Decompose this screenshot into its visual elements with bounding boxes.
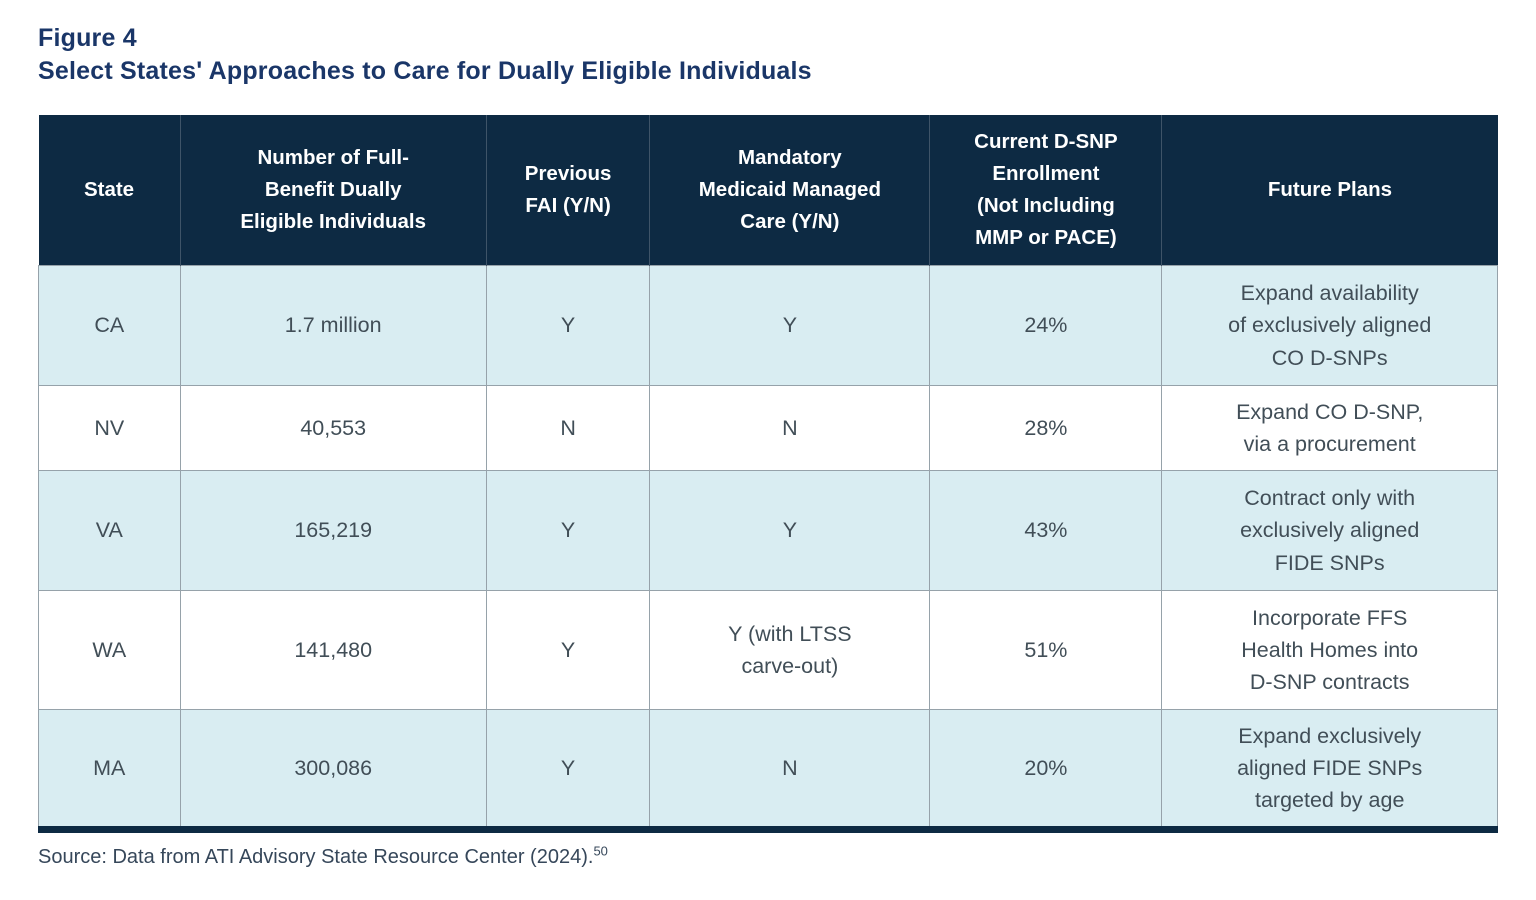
cell-dsnp-enrollment: 24% [929,265,1163,386]
table-row-va: VA 165,219 Y Y 43% Contract only with ex… [38,470,1498,591]
table-row-nv: NV 40,553 N N 28% Expand CO D-SNP, via a… [38,385,1498,471]
cell-previous-fai: Y [485,470,651,591]
cell-mandatory-mmc: N [649,709,931,830]
table-header: State Number of Full- Benefit Dually Eli… [38,115,1498,266]
cell-dsnp-enrollment: 20% [929,709,1163,830]
cell-full-benefit-count: 300,086 [179,709,487,830]
table-row-ca: CA 1.7 million Y Y 24% Expand availabili… [38,265,1498,386]
source-text: Source: Data from ATI Advisory State Res… [38,846,594,868]
header-row: State Number of Full- Benefit Dually Eli… [38,115,1498,266]
cell-future-plans: Expand availability of exclusively align… [1161,265,1498,386]
column-header-state: State [38,115,181,266]
table-row-wa: WA 141,480 Y Y (with LTSS carve-out) 51%… [38,590,1498,710]
figure-label: Figure 4 [38,24,137,52]
cell-mandatory-mmc: Y [649,265,931,386]
cell-future-plans: Contract only with exclusively aligned F… [1161,470,1498,591]
cell-state: CA [38,265,181,386]
table-row-ma: MA 300,086 Y N 20% Expand exclusively al… [38,709,1498,830]
column-header-previous-fai: Previous FAI (Y/N) [486,115,651,266]
cell-dsnp-enrollment: 51% [929,590,1163,710]
cell-state: NV [38,385,181,471]
cell-previous-fai: Y [485,590,651,710]
cell-full-benefit-count: 1.7 million [179,265,487,386]
cell-previous-fai: N [485,385,651,471]
column-header-full-benefit-count: Number of Full- Benefit Dually Eligible … [180,115,487,266]
cell-dsnp-enrollment: 28% [929,385,1163,471]
footnote-marker: 50 [593,843,608,859]
figure-heading: Figure 4 Select States' Approaches to Ca… [38,22,1498,87]
cell-future-plans: Expand exclusively aligned FIDE SNPs tar… [1161,709,1498,830]
cell-dsnp-enrollment: 43% [929,470,1163,591]
figure-title: Select States' Approaches to Care for Du… [38,56,812,85]
column-header-mandatory-mmc: Mandatory Medicaid Managed Care (Y/N) [649,115,931,266]
cell-previous-fai: Y [485,265,651,386]
cell-full-benefit-count: 141,480 [179,590,487,710]
cell-state: WA [38,590,181,710]
cell-mandatory-mmc: N [649,385,931,471]
cell-full-benefit-count: 40,553 [179,385,487,471]
cell-state: VA [38,470,181,591]
cell-mandatory-mmc: Y (with LTSS carve-out) [649,590,931,710]
table-body: CA 1.7 million Y Y 24% Expand availabili… [38,265,1498,830]
source-note: Source: Data from ATI Advisory State Res… [38,844,1498,870]
cell-state: MA [38,709,181,830]
cell-future-plans: Expand CO D-SNP, via a procurement [1161,385,1498,471]
column-header-dsnp-enrollment: Current D-SNP Enrollment (Not Including … [929,115,1163,266]
cell-full-benefit-count: 165,219 [179,470,487,591]
cell-previous-fai: Y [485,709,651,830]
cell-mandatory-mmc: Y [649,470,931,591]
cell-future-plans: Incorporate FFS Health Homes into D-SNP … [1161,590,1498,710]
states-approaches-table: State Number of Full- Benefit Dually Eli… [38,115,1498,833]
column-header-future-plans: Future Plans [1161,115,1498,266]
